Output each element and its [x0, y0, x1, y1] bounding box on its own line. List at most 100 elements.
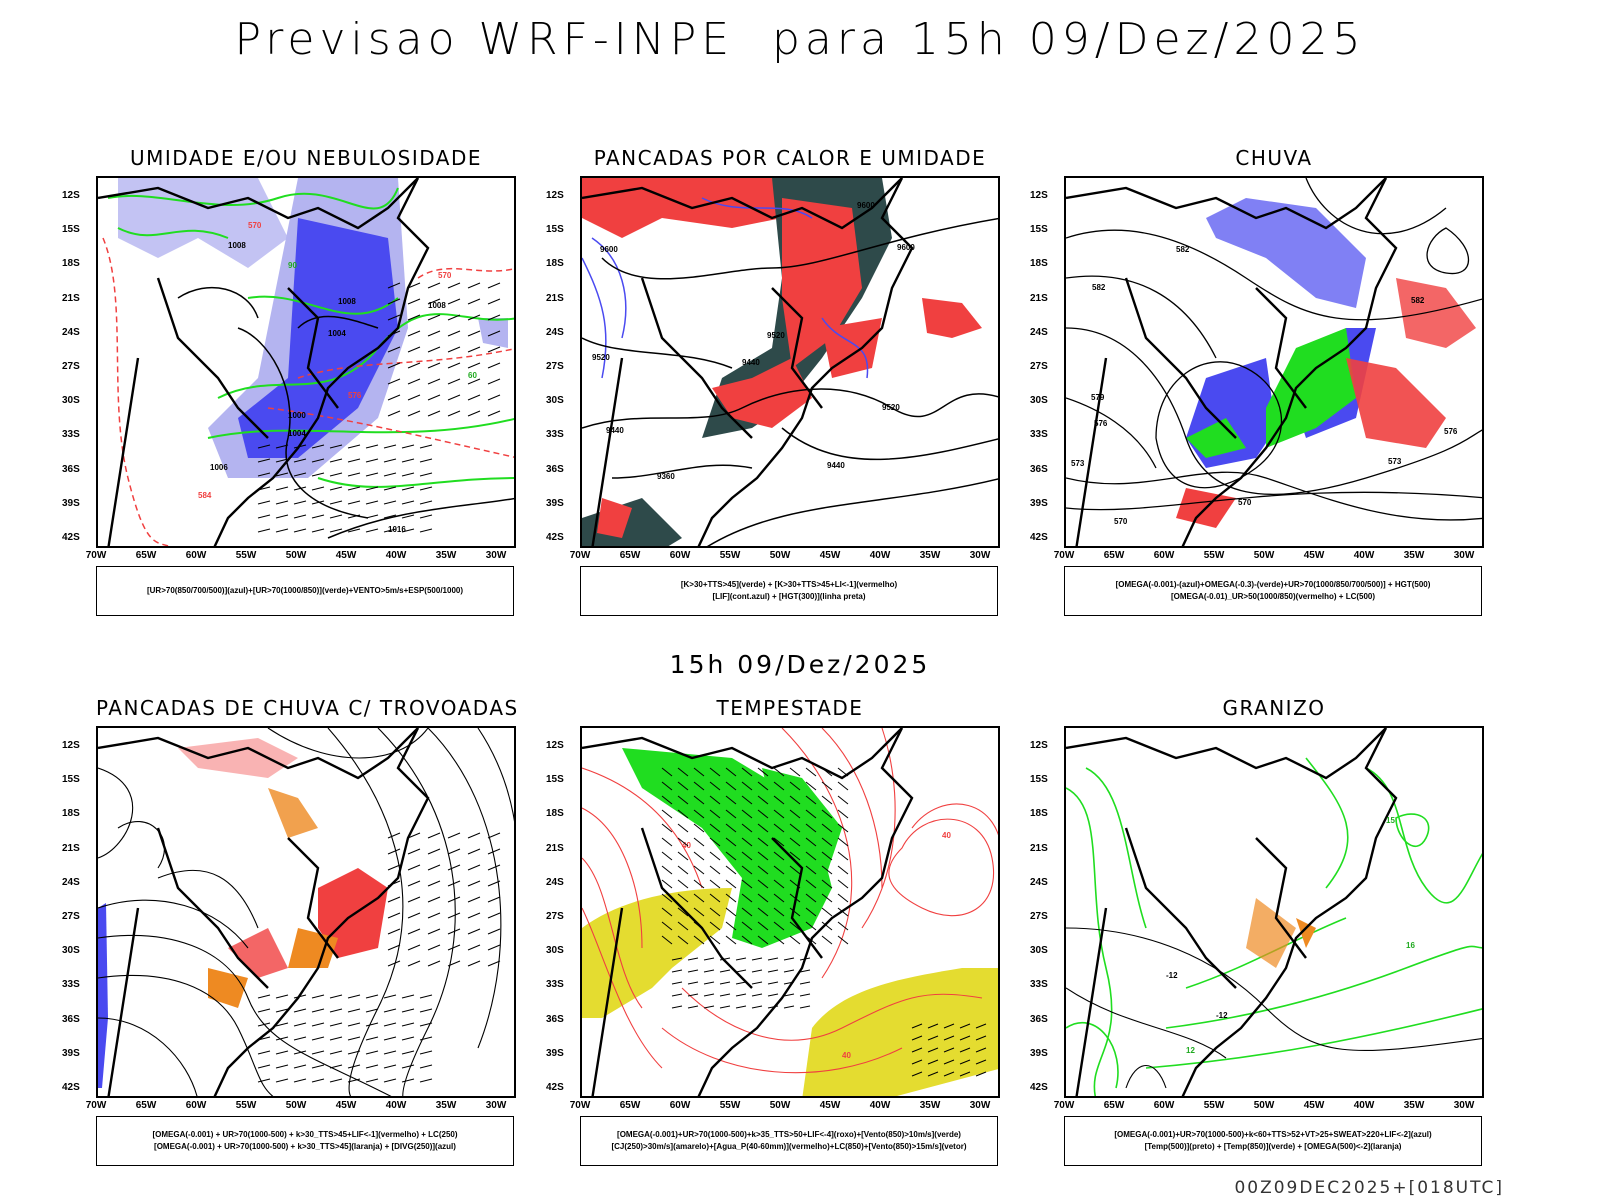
lat-tick-label: 12S	[546, 190, 564, 201]
wind-vector	[347, 486, 361, 491]
wind-vector	[407, 928, 421, 935]
wind-vector	[407, 960, 421, 967]
lat-tick-label: 21S	[62, 842, 80, 854]
wind-vector	[387, 864, 401, 871]
lon-tick-label: 30W	[485, 550, 507, 561]
wind-vector	[773, 907, 785, 917]
wind-vector	[687, 981, 699, 985]
wind-vector	[661, 907, 673, 917]
wind-vector	[789, 921, 801, 931]
lon-tick-label: 55W	[719, 550, 741, 561]
wind-vector	[677, 851, 689, 861]
lat-tick-label: 21S	[1030, 842, 1048, 854]
wind-vector	[427, 410, 441, 417]
wind-vector	[401, 1078, 415, 1083]
wind-vector	[293, 1036, 307, 1041]
wind-vector	[407, 912, 421, 919]
wind-vector	[383, 500, 397, 505]
wind-vector	[725, 837, 737, 847]
wind-vector	[401, 994, 415, 999]
wind-vector	[293, 514, 307, 519]
wind-vector	[347, 1036, 361, 1041]
wind-vector	[487, 912, 501, 919]
wind-vector	[703, 981, 715, 985]
wind-vector	[447, 880, 461, 887]
wind-vector	[257, 1050, 271, 1055]
wind-vector	[427, 378, 441, 385]
wind-vector	[821, 823, 833, 833]
wind-vector	[725, 893, 737, 903]
contour-label-chuva-6: 570	[1238, 498, 1252, 507]
wind-vector	[783, 1005, 795, 1009]
wind-vector	[805, 781, 817, 791]
wind-vector	[693, 865, 705, 875]
lat-tick-label: 18S	[62, 808, 80, 820]
lat-tick-label: 12S	[62, 190, 80, 201]
wind-vector	[821, 893, 833, 903]
contour-label-panc-2: 9600	[600, 245, 618, 254]
wind-vector	[365, 1036, 379, 1041]
wind-vector	[661, 767, 673, 777]
wind-vector	[487, 410, 501, 417]
wind-vector	[719, 969, 731, 973]
wind-vector	[293, 500, 307, 505]
lat-tick-label: 27S	[1030, 361, 1048, 372]
lat-tick-label: 27S	[1030, 911, 1048, 922]
map-trovoadas	[96, 726, 516, 1098]
wind-vector	[487, 346, 501, 353]
wind-vector	[677, 781, 689, 791]
wind-vector	[387, 346, 401, 353]
wind-vector	[677, 893, 689, 903]
wind-vector	[709, 823, 721, 833]
lat-tick-label: 30S	[546, 945, 564, 957]
wind-vector	[783, 969, 795, 973]
wind-vector	[757, 837, 769, 847]
legend-pancadas: [K>30+TTS>45](verde) + [K>30+TTS>45+LI<-…	[580, 566, 998, 616]
lat-tick-label: 42S	[546, 1082, 564, 1093]
wind-vector	[407, 330, 421, 337]
wind-vector	[821, 837, 833, 847]
wind-vector	[693, 781, 705, 791]
wind-vector	[257, 1078, 271, 1083]
contour-label-gran-0: -12	[1216, 1011, 1228, 1020]
wind-vector	[725, 851, 737, 861]
wind-vector	[661, 781, 673, 791]
lon-tick-label: 45W	[335, 1100, 357, 1111]
wind-vector	[467, 848, 481, 855]
wind-vector	[387, 362, 401, 369]
wind-vector	[311, 458, 325, 463]
wind-vector	[383, 1008, 397, 1013]
wind-vector	[693, 795, 705, 805]
wind-vector	[467, 394, 481, 401]
wind-vector	[383, 472, 397, 477]
wind-vector	[927, 1071, 939, 1077]
wind-vector	[447, 928, 461, 935]
contour-label-gran-1: -12	[1166, 971, 1178, 980]
wind-vector	[661, 809, 673, 819]
wind-vector	[311, 1008, 325, 1013]
wind-vector	[773, 921, 785, 931]
lat-tick-label: 30S	[62, 395, 80, 407]
wind-vector	[741, 795, 753, 805]
contour-label-chuva-1: 582	[1092, 283, 1106, 292]
contour-label-temp-2: 40	[842, 1051, 851, 1060]
lat-tick-label: 18S	[1030, 808, 1048, 820]
wind-vector	[735, 1005, 747, 1009]
panel-granizo: GRANIZO	[1004, 696, 1484, 1176]
wind-vector	[427, 330, 441, 337]
contour-label-gran-3: 15	[1386, 816, 1395, 825]
lon-tick-label: 35W	[435, 550, 457, 561]
wind-vector	[805, 837, 817, 847]
contour-label-umid-7: 570	[438, 271, 452, 280]
wind-vector	[427, 832, 441, 839]
wind-vector	[383, 1078, 397, 1083]
wind-vector	[799, 981, 811, 985]
wind-vector	[383, 1064, 397, 1069]
wind-vector	[407, 864, 421, 871]
wind-vector	[383, 994, 397, 999]
wind-vector	[487, 330, 501, 337]
wind-vector	[757, 795, 769, 805]
wind-vector	[467, 410, 481, 417]
main-title: Previsao WRF-INPE para 15h 09/Dez/2025	[234, 14, 1366, 65]
lat-tick-label: 42S	[546, 532, 564, 543]
